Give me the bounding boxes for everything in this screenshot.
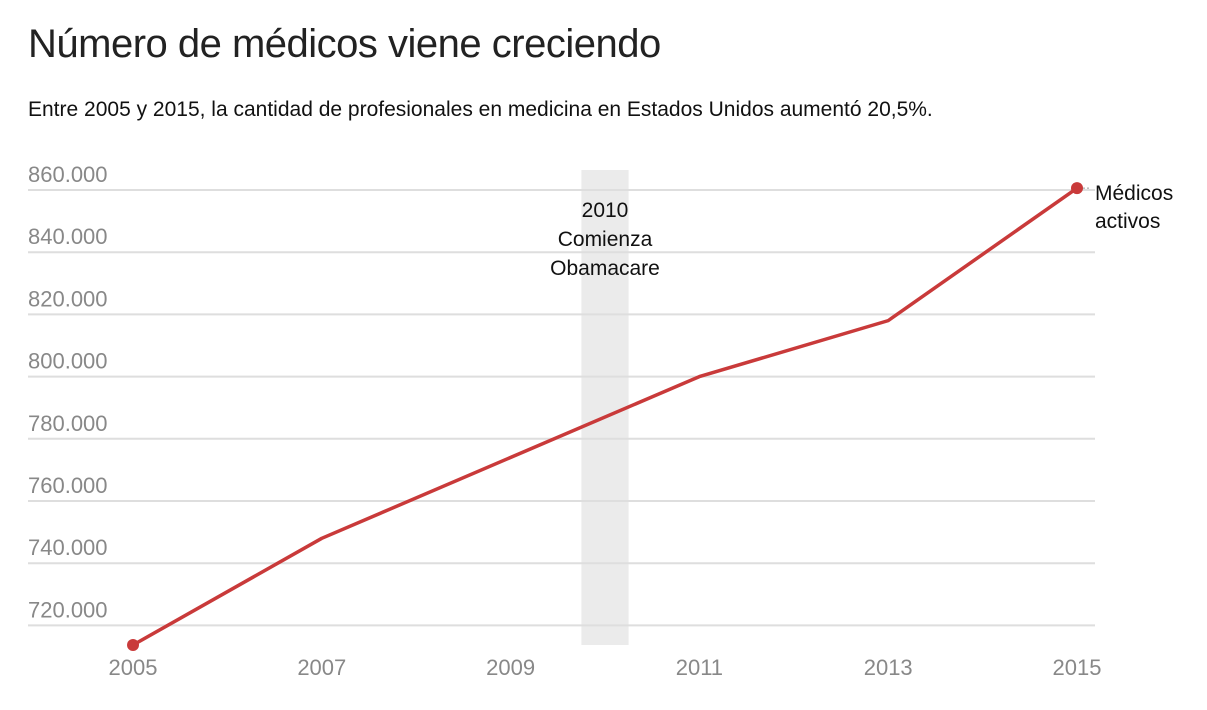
y-tick-label: 800.000 <box>28 349 108 374</box>
x-tick-label: 2007 <box>297 655 346 680</box>
annotation-text: 2010 <box>582 199 629 222</box>
y-tick-label: 860.000 <box>28 162 108 187</box>
x-tick-label: 2011 <box>676 655 723 680</box>
y-tick-label: 740.000 <box>28 535 108 560</box>
data-point <box>1071 182 1083 195</box>
chart-subtitle: Entre 2005 y 2015, la cantidad de profes… <box>28 98 933 121</box>
annotation-band <box>581 170 629 645</box>
x-tick-label: 2013 <box>864 655 913 680</box>
y-tick-label: 780.000 <box>28 411 108 436</box>
y-tick-label: 820.000 <box>28 286 108 311</box>
y-tick-label: 760.000 <box>28 473 108 498</box>
annotation-text: Obamacare <box>550 257 660 280</box>
x-tick-label: 2015 <box>1053 655 1102 680</box>
y-tick-label: 720.000 <box>28 597 108 622</box>
x-tick-label: 2009 <box>486 655 535 680</box>
y-tick-label: 840.000 <box>28 224 108 249</box>
chart-title: Número de médicos viene creciendo <box>28 22 661 66</box>
series-label: activos <box>1095 210 1160 233</box>
annotation-text: Comienza <box>558 228 653 251</box>
series-label: Médicos <box>1095 182 1173 205</box>
x-tick-label: 2005 <box>109 655 158 680</box>
data-point <box>127 638 139 651</box>
